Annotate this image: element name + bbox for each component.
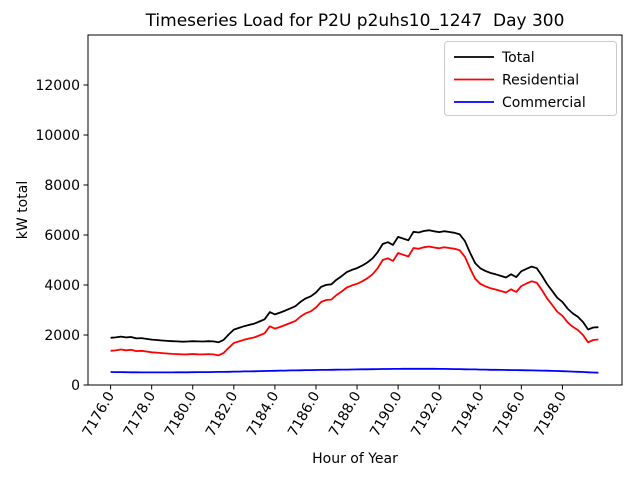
- x-tick-label: 7198.0: [532, 389, 570, 439]
- legend-item-commercial: Commercial: [502, 95, 586, 111]
- x-tick-label: 7176.0: [80, 389, 118, 439]
- x-tick-label: 7182.0: [203, 389, 241, 439]
- legend-box: [444, 41, 617, 116]
- x-axis-label: Hour of Year: [312, 451, 398, 467]
- y-tick-label: 4000: [44, 278, 80, 294]
- x-tick-label: 7188.0: [326, 389, 364, 439]
- y-axis-label: kW total: [15, 181, 31, 239]
- legend: Total Residential Commercial: [444, 41, 617, 116]
- legend-item-total: Total: [501, 50, 535, 66]
- x-tick-label: 7194.0: [449, 389, 487, 439]
- chart-title: Timeseries Load for P2U p2uhs10_1247 Day…: [145, 11, 565, 31]
- plot-frame: [87, 34, 623, 386]
- y-tick-label: 0: [71, 378, 80, 394]
- x-tick-label: 7196.0: [490, 389, 528, 439]
- y-tick-label: 12000: [35, 78, 80, 94]
- y-tick-label: 10000: [35, 128, 80, 144]
- y-tick-label: 2000: [44, 328, 80, 344]
- x-tick-label: 7190.0: [367, 389, 405, 439]
- x-tick-label: 7180.0: [162, 389, 200, 439]
- x-tick-label: 7192.0: [408, 389, 446, 439]
- series-line-commercial: [110, 367, 599, 374]
- x-tick-label: 7178.0: [121, 389, 159, 439]
- legend-item-residential: Residential: [502, 73, 579, 89]
- x-tick-label: 7184.0: [244, 389, 282, 439]
- series-line-residential: [110, 245, 599, 357]
- series-lines: [110, 229, 599, 374]
- y-tick-label: 8000: [44, 178, 80, 194]
- x-tick-label: 7186.0: [285, 389, 323, 439]
- y-tick-label: 6000: [44, 228, 80, 244]
- series-line-total: [110, 229, 599, 344]
